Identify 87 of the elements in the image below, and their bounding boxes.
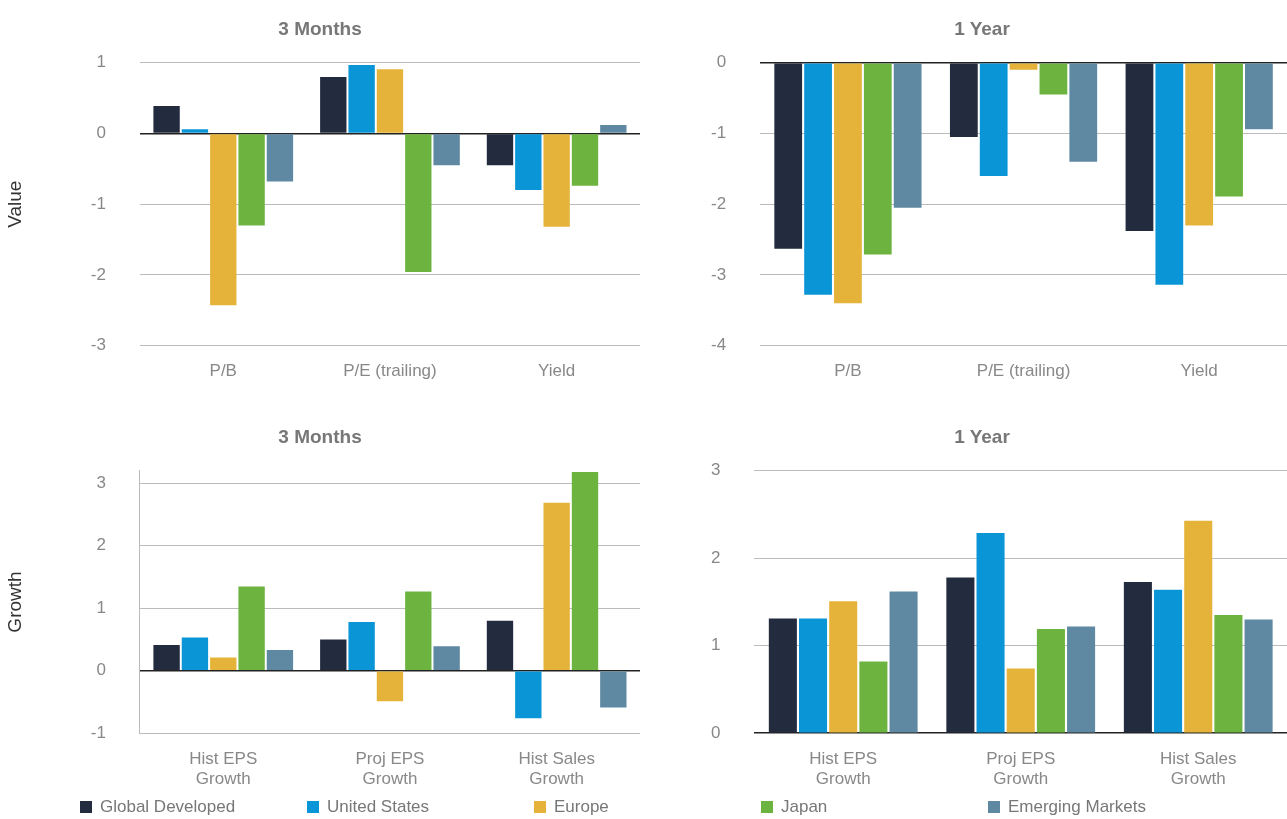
x-tick-label: Hist EPS Growth <box>189 749 258 789</box>
bar <box>515 671 542 719</box>
bar <box>238 134 265 226</box>
bar <box>433 646 460 670</box>
bar <box>210 657 237 670</box>
chart-title: 1 Year <box>954 425 1011 447</box>
y-tick-label: -4 <box>710 335 727 355</box>
y-tick-label: -1 <box>90 193 106 213</box>
bar <box>976 532 1005 733</box>
x-tick-label: P/B <box>834 361 862 381</box>
y-tick-label: 0 <box>96 660 106 680</box>
bar <box>1036 629 1065 733</box>
y-tick-label: -2 <box>710 193 727 213</box>
bar <box>859 661 888 733</box>
bar <box>153 645 180 670</box>
y-tick-label: 1 <box>710 635 721 655</box>
bar <box>486 620 514 670</box>
bar <box>238 586 265 670</box>
bar <box>1067 626 1096 733</box>
x-tick-label: P/B <box>209 361 237 381</box>
bar <box>210 134 237 306</box>
bar <box>1154 589 1183 733</box>
bar <box>829 601 858 733</box>
x-tick-label: Proj EPS Growth <box>355 749 425 789</box>
bar <box>348 621 375 670</box>
x-tick-label: P/E (trailing) <box>976 361 1071 381</box>
y-tick-label: -1 <box>90 722 106 742</box>
y-axis-title: Value <box>3 180 25 228</box>
y-tick-label: 0 <box>96 123 106 143</box>
y-tick-label: 2 <box>710 547 721 567</box>
bar <box>600 671 627 708</box>
x-tick-label: Yield <box>1180 361 1218 381</box>
bar <box>320 76 347 133</box>
bar <box>405 134 432 273</box>
bar <box>153 105 180 133</box>
legend-label: Europe <box>554 797 609 817</box>
y-axis-title: Growth <box>3 571 25 633</box>
x-tick-label: Hist Sales Growth <box>518 749 595 789</box>
bar <box>571 472 599 670</box>
bar <box>543 502 570 670</box>
x-tick-label: P/E (trailing) <box>343 361 437 381</box>
chart-title: 3 Months <box>278 425 362 447</box>
bar <box>181 129 209 133</box>
chart-title: 3 Months <box>278 17 362 39</box>
bar <box>1244 619 1273 733</box>
legend-label: United States <box>327 797 430 817</box>
legend-label: Emerging Markets <box>1008 797 1146 817</box>
y-tick-label: 0 <box>716 52 727 72</box>
bar <box>348 64 375 133</box>
y-tick-label: -3 <box>710 264 727 284</box>
x-tick-label: Yield <box>538 361 576 381</box>
x-tick-label: Proj EPS Growth <box>986 749 1056 789</box>
y-tick-label: 3 <box>96 472 106 492</box>
bar <box>600 125 627 133</box>
bar <box>405 591 432 670</box>
bar <box>543 134 570 227</box>
y-tick-label: 1 <box>96 52 106 72</box>
bar <box>1123 581 1152 733</box>
legend-label: Global Developed <box>100 797 236 817</box>
bar <box>433 134 460 166</box>
y-tick-label: 3 <box>710 460 721 480</box>
x-tick-label: Hist EPS Growth <box>809 749 878 789</box>
bar <box>181 637 209 670</box>
bar <box>320 639 347 670</box>
chart-title: 1 Year <box>954 17 1011 39</box>
legend-label: Japan <box>781 797 828 817</box>
bar <box>889 591 918 733</box>
bar <box>1006 668 1035 733</box>
bar <box>515 134 542 191</box>
bar <box>946 577 975 733</box>
x-tick-label: Hist Sales Growth <box>1159 749 1237 789</box>
bar <box>376 69 404 133</box>
y-tick-label: 2 <box>96 535 106 555</box>
bar <box>266 134 294 182</box>
bar <box>266 650 294 670</box>
y-tick-label: -1 <box>710 123 727 143</box>
bar <box>1184 520 1213 733</box>
y-tick-label: 1 <box>96 597 106 617</box>
bar <box>768 618 797 733</box>
bar <box>1214 615 1243 733</box>
bar <box>376 671 404 702</box>
y-tick-label: -3 <box>90 335 106 355</box>
y-tick-label: 0 <box>710 722 721 742</box>
bar <box>486 134 514 166</box>
bar <box>571 134 599 186</box>
y-tick-label: -2 <box>90 264 106 284</box>
bar <box>799 618 828 733</box>
